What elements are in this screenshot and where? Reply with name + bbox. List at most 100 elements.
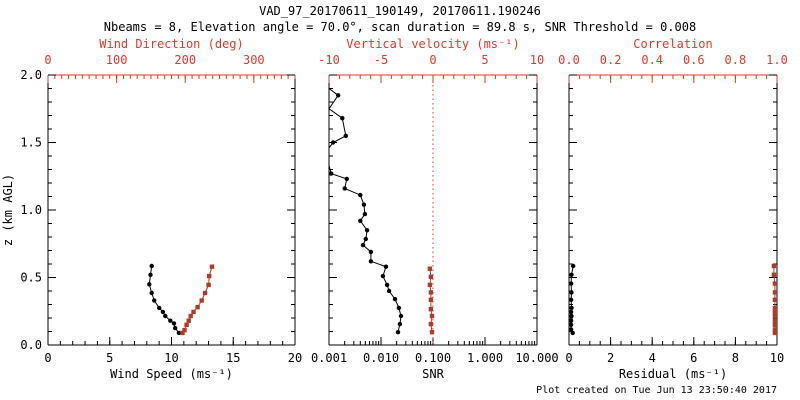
residual-marker	[569, 305, 574, 311]
wind-direction-marker	[207, 273, 212, 279]
vertical-velocity-marker	[428, 321, 434, 327]
correlation-marker	[772, 305, 778, 311]
residual-panel: 0 2 4 6 8 10 0.0 0.2 0.4 0.6 0.8 1.0	[558, 53, 788, 365]
snr-marker	[364, 228, 370, 233]
residual-marker	[568, 327, 574, 332]
tick-label: 1.0	[766, 53, 788, 67]
snr-marker	[362, 211, 368, 217]
tick-label: 0	[565, 351, 572, 365]
snr-marker	[392, 296, 398, 302]
snr-marker	[336, 93, 341, 98]
plot-created-timestamp: Plot created on Tue Jun 13 23:50:40 2017	[536, 385, 777, 396]
wind-speed-marker	[171, 321, 177, 326]
residual-marker	[569, 272, 574, 277]
tick-label: 0	[429, 53, 436, 67]
vertical-velocity-marker	[428, 307, 434, 312]
tick-label: 4	[649, 351, 656, 365]
residual-marker	[568, 309, 574, 315]
tick-label: 0.001	[311, 351, 347, 365]
snr-marker	[368, 249, 374, 255]
snr-marker	[330, 140, 336, 145]
vertical-velocity-marker	[429, 330, 435, 335]
tick-label: 6	[690, 351, 697, 365]
wind-direction-marker	[209, 264, 215, 269]
tick-label: 1.0	[20, 203, 42, 217]
tick-label: 5	[481, 53, 488, 67]
correlation-axis-title: Correlation	[633, 37, 713, 51]
tick-label: -10	[318, 53, 340, 67]
tick-label: 1.5	[20, 136, 42, 150]
residual-marker	[571, 263, 576, 269]
residual-marker	[570, 330, 575, 336]
snr-marker	[358, 218, 363, 223]
vertical-velocity-axis-title: Vertical velocity (ms⁻¹)	[346, 37, 520, 51]
snr-line	[328, 88, 402, 333]
vertical-velocity-marker	[428, 274, 434, 279]
correlation-marker	[772, 281, 778, 286]
wind-speed-marker	[148, 272, 153, 277]
snr-marker	[397, 321, 403, 327]
snr-marker	[358, 192, 363, 198]
wind-speed-marker	[157, 305, 162, 311]
snr-marker	[329, 171, 334, 176]
wind-speed-marker	[160, 309, 166, 315]
snr-marker	[363, 236, 368, 242]
snr-marker	[343, 133, 348, 138]
plot-title: VAD_97_20170611_190149, 20170611.190246	[259, 4, 541, 18]
snr-marker	[361, 202, 367, 207]
wind-direction-marker	[188, 313, 193, 319]
wind-direction-marker	[184, 322, 189, 327]
wind-direction-marker	[202, 290, 208, 296]
wind-direction-marker	[191, 309, 196, 315]
tick-label: 0.2	[600, 53, 622, 67]
tick-label: 0.010	[363, 351, 399, 365]
wind-speed-marker	[149, 290, 154, 296]
snr-marker	[360, 242, 366, 248]
snr-marker	[344, 176, 349, 182]
tick-label: 0.4	[641, 53, 663, 67]
snr-axis-title: SNR	[422, 367, 444, 381]
tick-label: 0.0	[558, 53, 580, 67]
tick-label: 10	[530, 53, 544, 67]
snr-marker	[384, 282, 390, 288]
vertical-velocity-marker	[427, 282, 433, 288]
residual-marker	[569, 313, 574, 319]
tick-label: -5	[374, 53, 388, 67]
plot-subtitle: Nbeams = 8, Elevation angle = 70.0°, sca…	[103, 20, 697, 34]
wind-direction-marker	[180, 330, 185, 336]
vertical-velocity-marker	[427, 266, 433, 271]
tick-label: 200	[174, 53, 196, 67]
wind-speed-marker	[173, 325, 178, 331]
tick-label: 0	[44, 53, 51, 67]
correlation-marker	[772, 327, 778, 332]
wind-speed-marker	[168, 318, 173, 323]
wind-direction-marker	[206, 282, 211, 288]
residual-marker	[569, 290, 574, 295]
snr-marker	[368, 259, 374, 264]
wind-direction-marker	[182, 327, 187, 333]
tick-label: 15	[226, 351, 240, 365]
tick-label: 10.000	[515, 351, 558, 365]
wind-speed-axis-title: Wind Speed (ms⁻¹)	[110, 367, 233, 381]
residual-marker	[568, 281, 574, 286]
snr-marker	[342, 186, 347, 191]
correlation-marker	[772, 322, 778, 327]
wind-speed-marker	[147, 282, 152, 287]
tick-label: 100	[106, 53, 128, 67]
residual-marker	[568, 297, 574, 302]
wind-speed-marker	[152, 298, 157, 303]
tick-label: 20	[288, 351, 302, 365]
wind-speed-marker	[149, 263, 154, 269]
tick-label: 5	[106, 351, 113, 365]
correlation-marker	[772, 330, 778, 336]
wind-speed-marker	[176, 330, 182, 336]
tick-label: 10	[770, 351, 784, 365]
tick-label: 10	[164, 351, 178, 365]
wind-speed-marker	[163, 313, 168, 319]
wind-direction-marker	[195, 305, 200, 310]
tick-label: 300	[243, 53, 265, 67]
tick-label: 0	[44, 351, 51, 365]
vertical-velocity-marker	[428, 297, 434, 302]
